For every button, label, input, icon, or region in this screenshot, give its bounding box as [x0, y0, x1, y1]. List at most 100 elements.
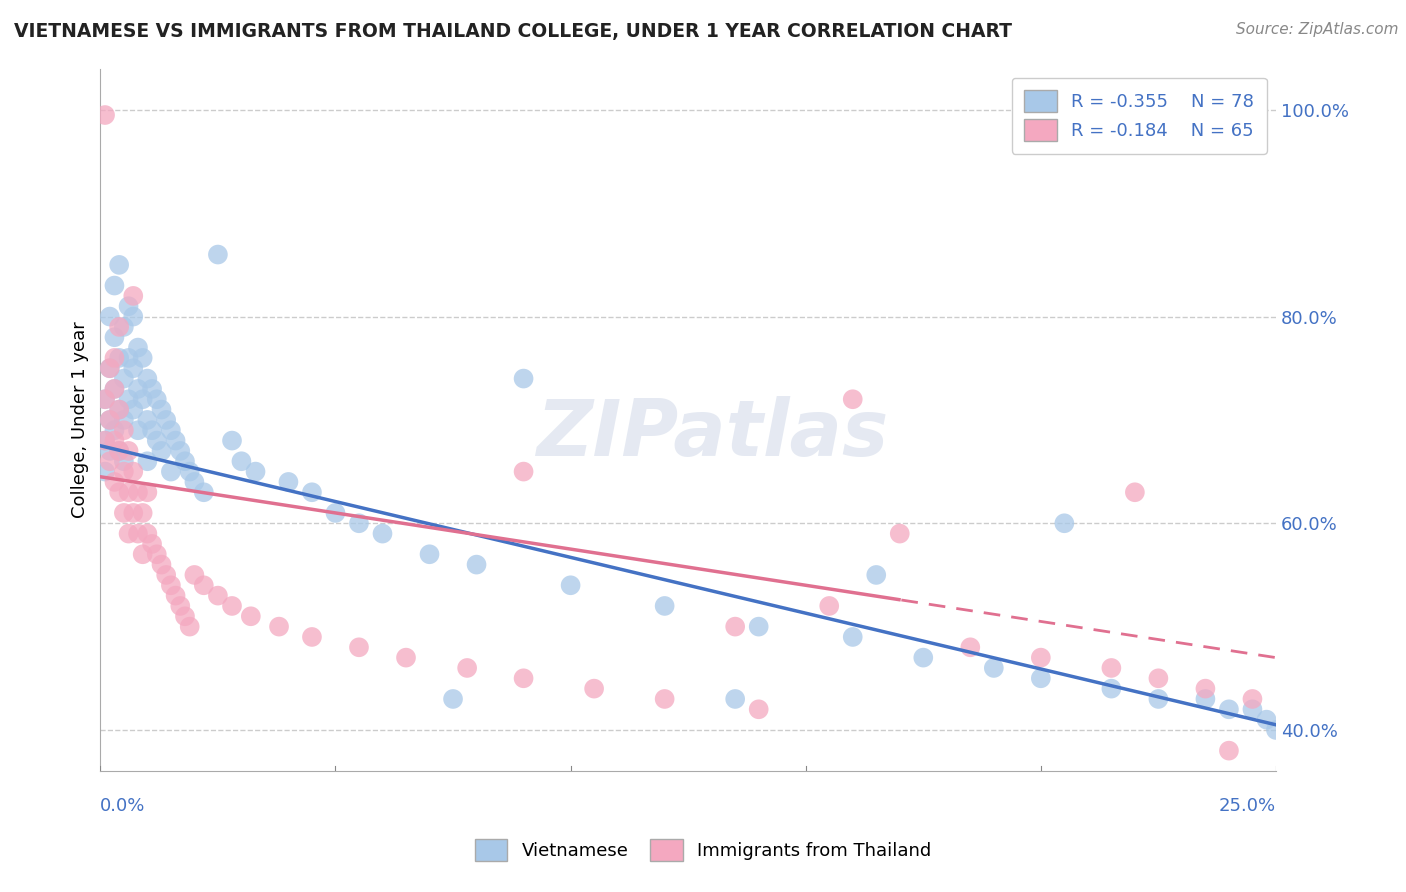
- Point: [122, 289, 145, 303]
- Point: [395, 650, 418, 665]
- Point: [842, 392, 865, 407]
- Point: [1218, 744, 1240, 758]
- Point: [193, 485, 215, 500]
- Point: [748, 702, 770, 716]
- Point: [456, 661, 478, 675]
- Point: [112, 371, 135, 385]
- Point: [983, 661, 1005, 675]
- Point: [103, 278, 125, 293]
- Legend: Vietnamese, Immigrants from Thailand: Vietnamese, Immigrants from Thailand: [465, 830, 941, 870]
- Point: [465, 558, 488, 572]
- Point: [1194, 681, 1216, 696]
- Point: [301, 485, 323, 500]
- Point: [108, 444, 131, 458]
- Point: [560, 578, 582, 592]
- Point: [1053, 516, 1076, 531]
- Point: [117, 444, 139, 458]
- Point: [117, 392, 139, 407]
- Point: [183, 475, 205, 489]
- Point: [889, 526, 911, 541]
- Point: [1099, 661, 1122, 675]
- Point: [748, 619, 770, 633]
- Legend: R = -0.355    N = 78, R = -0.184    N = 65: R = -0.355 N = 78, R = -0.184 N = 65: [1012, 78, 1267, 154]
- Point: [301, 630, 323, 644]
- Point: [117, 526, 139, 541]
- Point: [146, 392, 169, 407]
- Point: [165, 434, 187, 448]
- Point: [150, 444, 173, 458]
- Point: [1218, 702, 1240, 716]
- Point: [94, 465, 117, 479]
- Point: [108, 351, 131, 365]
- Point: [136, 413, 159, 427]
- Point: [150, 558, 173, 572]
- Point: [174, 609, 197, 624]
- Point: [1241, 702, 1264, 716]
- Point: [103, 423, 125, 437]
- Text: 25.0%: 25.0%: [1219, 797, 1277, 815]
- Point: [103, 434, 125, 448]
- Point: [512, 465, 534, 479]
- Point: [155, 568, 177, 582]
- Point: [1029, 671, 1052, 685]
- Point: [654, 692, 676, 706]
- Point: [122, 310, 145, 324]
- Point: [131, 547, 153, 561]
- Point: [1099, 681, 1122, 696]
- Point: [865, 568, 887, 582]
- Point: [127, 423, 149, 437]
- Point: [117, 485, 139, 500]
- Point: [98, 454, 121, 468]
- Point: [231, 454, 253, 468]
- Point: [127, 382, 149, 396]
- Point: [724, 692, 747, 706]
- Point: [221, 599, 243, 613]
- Point: [169, 599, 191, 613]
- Point: [141, 382, 163, 396]
- Point: [146, 434, 169, 448]
- Point: [136, 526, 159, 541]
- Point: [146, 547, 169, 561]
- Point: [98, 444, 121, 458]
- Point: [98, 413, 121, 427]
- Point: [512, 371, 534, 385]
- Point: [136, 485, 159, 500]
- Point: [94, 434, 117, 448]
- Point: [94, 392, 117, 407]
- Point: [108, 402, 131, 417]
- Point: [103, 475, 125, 489]
- Point: [94, 108, 117, 122]
- Point: [94, 434, 117, 448]
- Point: [155, 413, 177, 427]
- Point: [136, 454, 159, 468]
- Point: [103, 382, 125, 396]
- Point: [818, 599, 841, 613]
- Point: [94, 392, 117, 407]
- Point: [193, 578, 215, 592]
- Point: [441, 692, 464, 706]
- Text: Source: ZipAtlas.com: Source: ZipAtlas.com: [1236, 22, 1399, 37]
- Point: [1029, 650, 1052, 665]
- Point: [98, 413, 121, 427]
- Point: [1123, 485, 1146, 500]
- Point: [127, 341, 149, 355]
- Point: [112, 423, 135, 437]
- Point: [117, 299, 139, 313]
- Point: [160, 465, 183, 479]
- Point: [108, 258, 131, 272]
- Point: [1265, 723, 1288, 737]
- Point: [112, 413, 135, 427]
- Point: [418, 547, 440, 561]
- Point: [1147, 692, 1170, 706]
- Point: [127, 526, 149, 541]
- Point: [277, 475, 299, 489]
- Point: [131, 392, 153, 407]
- Point: [1241, 692, 1264, 706]
- Text: VIETNAMESE VS IMMIGRANTS FROM THAILAND COLLEGE, UNDER 1 YEAR CORRELATION CHART: VIETNAMESE VS IMMIGRANTS FROM THAILAND C…: [14, 22, 1012, 41]
- Point: [103, 351, 125, 365]
- Point: [108, 485, 131, 500]
- Point: [207, 589, 229, 603]
- Point: [160, 578, 183, 592]
- Point: [654, 599, 676, 613]
- Point: [98, 361, 121, 376]
